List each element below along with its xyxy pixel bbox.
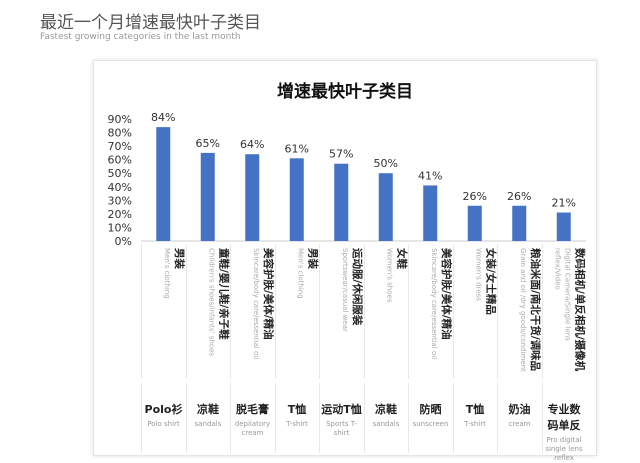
category-en: Digital Camera/Single lens reflex/Video (553, 248, 572, 341)
product-en: sandals (372, 420, 400, 428)
product-label: 奶油 cream (497, 383, 541, 453)
category-label: 女鞋 Women's shoes (363, 244, 408, 379)
product-zh: 奶油 (508, 403, 531, 416)
category-en: Skincare/body care/essential oil (430, 248, 438, 360)
bar-value-label: 64% (240, 138, 264, 151)
product-label: Polo衫 Polo shirt (141, 383, 185, 453)
category-zh: 美容护肤/美体/精油 (440, 248, 452, 340)
category-en: Grain and oil /dry goods/condiment (519, 248, 527, 372)
category-label: 美容护肤/美体/精油 Skincare/body care/essential o… (408, 244, 452, 379)
category-label: 美容护肤/美体/精油 Skincare/body care/essential o… (230, 244, 274, 379)
category-zh: 童鞋/婴儿鞋/亲子鞋 (217, 248, 230, 340)
product-label: 专业数码单反 Pro digital single lens reflex (541, 383, 586, 462)
product-label: T恤 T-shirt (452, 383, 497, 453)
category-zh: 女鞋 (395, 248, 408, 269)
category-label: 男装 Men's clothing (141, 244, 185, 379)
bar (334, 163, 349, 241)
bar (200, 152, 215, 241)
bar (378, 173, 393, 241)
category-label: 运动服/休闲服装 Sportswear/casual wear (319, 244, 363, 379)
product-en: cream (508, 420, 531, 428)
category-label: 童鞋/婴儿鞋/亲子鞋 Children's shoes/infants' shoe… (185, 244, 230, 379)
product-en: T-shirt (286, 420, 308, 428)
bar-value-label: 21% (552, 197, 576, 210)
product-label: 凉鞋 sandals (185, 383, 230, 453)
bar (245, 154, 260, 241)
category-label: 女装/女士精品 Women's dress (452, 244, 497, 379)
category-zh: 粮油米面/南北干货/调味品 (529, 248, 541, 372)
bar (556, 212, 571, 241)
category-en: Women's dress (474, 248, 483, 301)
bar (512, 205, 527, 241)
y-tick-label: 30% (108, 194, 132, 207)
product-label: 运动T恤 Sports T-shirt (319, 383, 363, 453)
bar-value-label: 41% (418, 169, 442, 182)
category-en: Men's clothing (296, 248, 305, 299)
category-zh: 数码相机/单反相机/摄像机 (573, 248, 586, 372)
chart-title: 增速最快叶子类目 (277, 82, 413, 102)
product-en: Sports T-shirt (326, 420, 357, 437)
product-zh: 防晒 (419, 403, 442, 416)
category-en: Men's clothing (163, 248, 171, 299)
product-zh: 脱毛膏 (236, 403, 269, 416)
product-zh: 凉鞋 (375, 403, 397, 416)
product-label: T恤 T-shirt (274, 383, 319, 453)
bar-value-label: 61% (285, 142, 309, 155)
product-en: sandals (194, 420, 222, 428)
page-subtitle: Fastest growing categories in the last m… (40, 32, 241, 42)
product-zh: T恤 (465, 403, 485, 416)
product-zh: 凉鞋 (197, 403, 219, 416)
y-tick-label: 40% (108, 181, 132, 194)
product-en: sunscreen (412, 420, 449, 428)
category-zh: 男装 (173, 248, 185, 269)
product-en: Pro digital single lens reflex (545, 436, 583, 462)
category-en: Children's shoes/infants' shoes (207, 248, 216, 357)
product-zh: 专业数码单反 (547, 403, 581, 432)
category-zh: 男装 (306, 248, 319, 269)
bar-value-label: 50% (374, 157, 398, 170)
category-label: 男装 Men's clothing (274, 244, 319, 379)
category-en: Women's shoes (385, 248, 394, 303)
product-label: 防晒 sunscreen (408, 383, 452, 453)
bar (423, 185, 438, 241)
y-tick-label: 90% (108, 113, 132, 126)
bar-chart: 0%10%20%30%40%50%60%70%80%90% 84%65% 64% 61… (108, 111, 586, 248)
y-tick-label: 50% (108, 167, 132, 180)
bar (289, 158, 304, 241)
category-label: 粮油米面/南北干货/调味品 Grain and oil /dry goods/co… (497, 244, 541, 379)
bar-value-label: 26% (463, 190, 487, 203)
chart-card: 增速最快叶子类目 0% 10% 20% 30% 40% 50% 60% 70% 80% 90% 84… (93, 60, 597, 462)
y-tick-label: 0% (115, 235, 132, 248)
y-tick-label: 20% (108, 208, 132, 221)
product-label: 凉鞋 sandals (363, 383, 408, 453)
bar-value-label: 26% (507, 190, 531, 203)
bar (156, 127, 171, 241)
product-zh: Polo衫 (144, 403, 183, 416)
product-zh: 运动T恤 (321, 403, 362, 416)
bar-value-label: 57% (329, 148, 353, 161)
bar-value-label: 65% (196, 137, 220, 150)
y-tick-label: 70% (108, 140, 132, 153)
bar-value-label: 84% (151, 111, 175, 124)
category-zh: 女装/女士精品 (484, 248, 497, 315)
product-en: depilatory cream (234, 420, 271, 437)
y-tick-label: 10% (108, 221, 132, 234)
product-en: Polo shirt (147, 420, 180, 428)
product-en: T-shirt (464, 420, 486, 428)
category-zh: 美容护肤/美体/精油 (262, 248, 274, 340)
page-title: 最近一个月增速最快叶子类目 (40, 13, 261, 33)
y-tick-label: 60% (108, 154, 132, 167)
product-label: 脱毛膏 depilatory cream (230, 383, 274, 453)
category-zh: 运动服/休闲服装 (351, 248, 363, 326)
category-en: Sportswear/casual wear (341, 248, 349, 332)
category-label: 数码相机/单反相机/摄像机 Digital Camera/Single lens … (541, 244, 586, 379)
product-zh: T恤 (287, 403, 307, 416)
category-en: Skincare/body care/essential oil (252, 248, 260, 360)
bar (467, 205, 482, 241)
y-tick-label: 80% (108, 127, 132, 140)
